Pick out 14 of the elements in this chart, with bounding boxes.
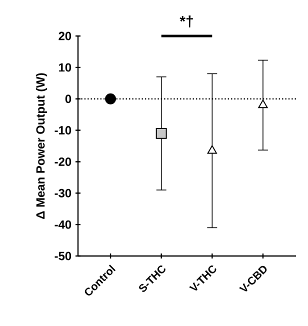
point <box>105 93 116 104</box>
y-tick-label: -10 <box>54 126 72 135</box>
point <box>156 128 167 139</box>
y-tick-label: -30 <box>54 188 72 198</box>
y-tick-label: -20 <box>54 157 72 166</box>
y-tick-label: 0 <box>65 94 72 104</box>
y-tick-label: -50 <box>54 252 72 260</box>
y-tick-label: 20 <box>58 32 72 40</box>
y-axis-title: Δ Mean Power Output (W) <box>36 73 48 219</box>
text: *† <box>180 16 193 28</box>
y-tick-label: 10 <box>59 63 72 72</box>
y-tick-label: -40 <box>54 220 72 229</box>
point <box>258 100 268 108</box>
point <box>207 145 217 154</box>
